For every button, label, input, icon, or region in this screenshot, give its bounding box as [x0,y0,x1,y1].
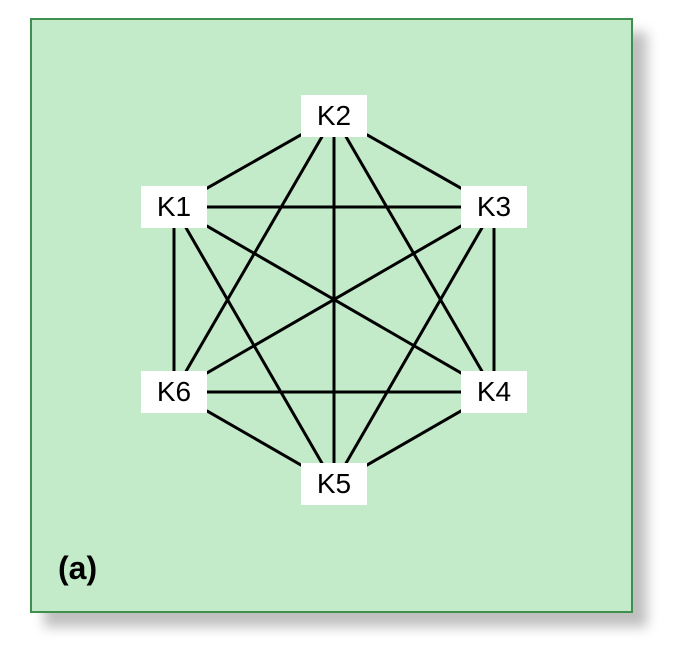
edge-K4-K5 [367,411,461,465]
panel-caption: (a) [58,550,97,587]
node-K1: K1 [141,186,207,228]
edge-K5-K6 [207,411,301,465]
node-K2: K2 [301,95,367,137]
node-K3: K3 [461,186,527,228]
edge-K2-K3 [367,135,461,188]
node-K6: K6 [141,371,207,413]
node-K5: K5 [301,463,367,505]
edge-K2-K6 [186,137,322,371]
edge-K1-K2 [207,135,301,188]
node-K4: K4 [461,371,527,413]
edge-K3-K5 [346,228,482,463]
